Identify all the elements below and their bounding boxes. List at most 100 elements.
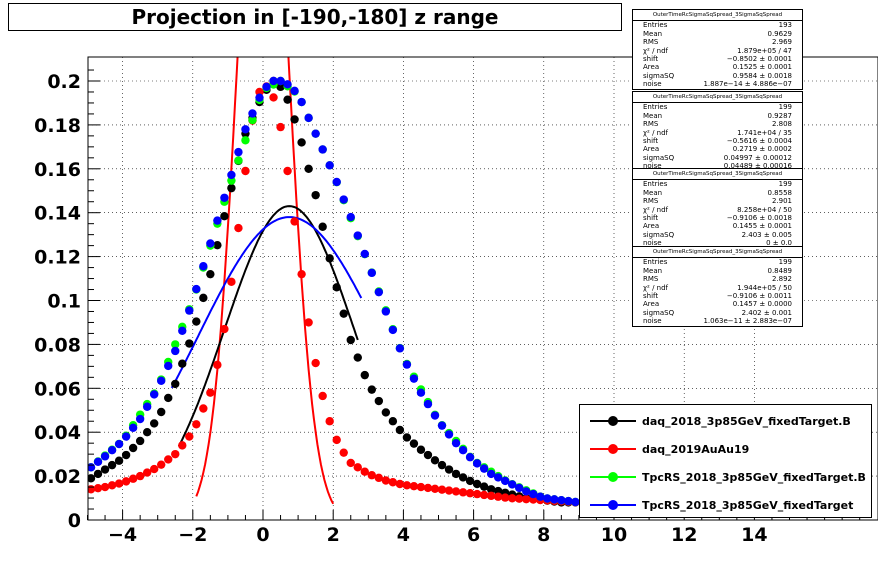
stats-row: Mean 0.8489 xyxy=(633,267,802,275)
data-point xyxy=(206,269,215,279)
stats-row: χ² / ndf 1.944e+05 / 50 xyxy=(633,284,802,292)
data-point xyxy=(381,408,391,417)
data-point xyxy=(409,439,419,448)
data-point xyxy=(318,222,327,231)
data-point xyxy=(157,376,166,386)
legend-entry: daq_2018_3p85GeV_fixedTarget.B xyxy=(580,411,871,431)
data-point xyxy=(465,489,475,498)
data-point xyxy=(269,76,278,86)
stats-row: sigmaSQ 2.402 ± 0.001 xyxy=(633,309,802,317)
data-point xyxy=(508,494,517,503)
stats-key: shift xyxy=(643,55,659,64)
data-point xyxy=(430,456,440,465)
data-point xyxy=(171,346,180,356)
stats-value: 0.9287 xyxy=(767,111,793,120)
stats-row: Area 0.1455 ± 0.0001 xyxy=(633,222,802,230)
data-point xyxy=(164,393,173,403)
data-point xyxy=(128,474,138,483)
data-point xyxy=(472,479,482,489)
x-tick-label: 4 xyxy=(397,524,410,546)
stats-value: 0.9629 xyxy=(767,29,793,38)
stats-value: 199 xyxy=(778,258,792,267)
data-point xyxy=(465,476,475,486)
data-point xyxy=(206,239,215,248)
stats-value: −0.5616 ± 0.0004 xyxy=(726,137,792,146)
data-point xyxy=(479,490,489,500)
data-point xyxy=(353,463,362,472)
data-point xyxy=(458,488,468,497)
data-point xyxy=(395,479,405,489)
legend-entry: daq_2019AuAu19 xyxy=(580,439,871,459)
data-point xyxy=(297,269,306,279)
data-point xyxy=(522,487,531,496)
stats-key: Area xyxy=(643,145,660,154)
y-tick-label: 0.06 xyxy=(34,378,81,400)
data-point xyxy=(220,193,229,202)
x-tick-label: −4 xyxy=(108,524,137,546)
data-point xyxy=(93,457,103,467)
data-point xyxy=(360,370,369,380)
stats-value: −0.9106 ± 0.0011 xyxy=(726,292,792,301)
data-point xyxy=(423,450,433,460)
data-point xyxy=(255,93,264,102)
stats-row: noise 1.063e−11 ± 2.883e−07 xyxy=(633,317,802,325)
stats-row: noise 0 ± 0.0 xyxy=(633,239,802,247)
data-point xyxy=(360,249,369,259)
data-point xyxy=(276,82,285,92)
y-tick-label: 0.12 xyxy=(34,247,81,269)
y-tick-label: 0.1 xyxy=(47,291,81,313)
data-point xyxy=(121,477,131,486)
data-point xyxy=(381,476,391,485)
stats-value: 0.8489 xyxy=(767,266,793,275)
data-point xyxy=(346,212,355,222)
stats-key: Entries xyxy=(643,103,668,112)
data-point xyxy=(227,277,236,287)
data-point xyxy=(311,358,320,368)
y-tick-label: 0.16 xyxy=(34,159,81,181)
x-tick-label: 2 xyxy=(327,524,340,546)
data-point xyxy=(472,459,482,468)
data-point xyxy=(325,417,334,426)
data-point xyxy=(388,478,398,487)
data-point xyxy=(220,324,229,334)
stats-row: Entries 199 xyxy=(633,103,802,111)
stats-key: shift xyxy=(643,137,659,146)
stats-key: sigmaSQ xyxy=(643,153,675,162)
stats-value: 0.1525 ± 0.0001 xyxy=(732,63,792,72)
stats-value: 199 xyxy=(778,180,792,189)
data-point xyxy=(248,109,257,118)
data-point xyxy=(465,453,475,462)
data-point xyxy=(458,445,468,455)
x-tick-label: 8 xyxy=(537,524,550,546)
data-point xyxy=(416,388,426,397)
stats-row: shift −0.9106 ± 0.0018 xyxy=(633,214,802,222)
data-point xyxy=(479,464,489,473)
stats-key: noise xyxy=(643,80,662,89)
data-point xyxy=(171,449,180,459)
data-point xyxy=(543,494,552,503)
data-point xyxy=(388,325,398,335)
data-point xyxy=(402,481,412,490)
data-point xyxy=(486,469,496,479)
data-point xyxy=(311,190,320,200)
y-tick-label: 0.08 xyxy=(34,334,81,356)
data-point xyxy=(283,166,292,176)
data-point xyxy=(192,420,201,429)
data-point xyxy=(304,164,313,173)
stats-row: shift −0.8502 ± 0.0001 xyxy=(633,55,802,63)
data-point xyxy=(135,414,145,424)
stats-row: noise 1.887e−14 ± 4.886e−07 xyxy=(633,80,802,88)
stats-value: −0.9106 ± 0.0018 xyxy=(726,214,792,223)
data-point xyxy=(107,445,117,455)
data-point xyxy=(241,125,250,134)
stats-row: sigmaSQ 0.9584 ± 0.0018 xyxy=(633,72,802,80)
y-tick-label: 0.14 xyxy=(34,203,81,225)
data-point xyxy=(367,471,377,480)
stats-box-title: OuterTimeRcSigmaSqSpread_3SigmaSqSpread xyxy=(633,247,802,259)
data-point xyxy=(192,317,201,326)
legend-label: TpcRS_2018_3p85GeV_fixedTarget xyxy=(642,498,854,512)
data-point xyxy=(93,469,103,479)
data-point xyxy=(290,217,299,226)
stats-row: noise 0.04489 ± 0.00016 xyxy=(633,162,802,170)
y-tick-label: 0 xyxy=(68,510,81,532)
